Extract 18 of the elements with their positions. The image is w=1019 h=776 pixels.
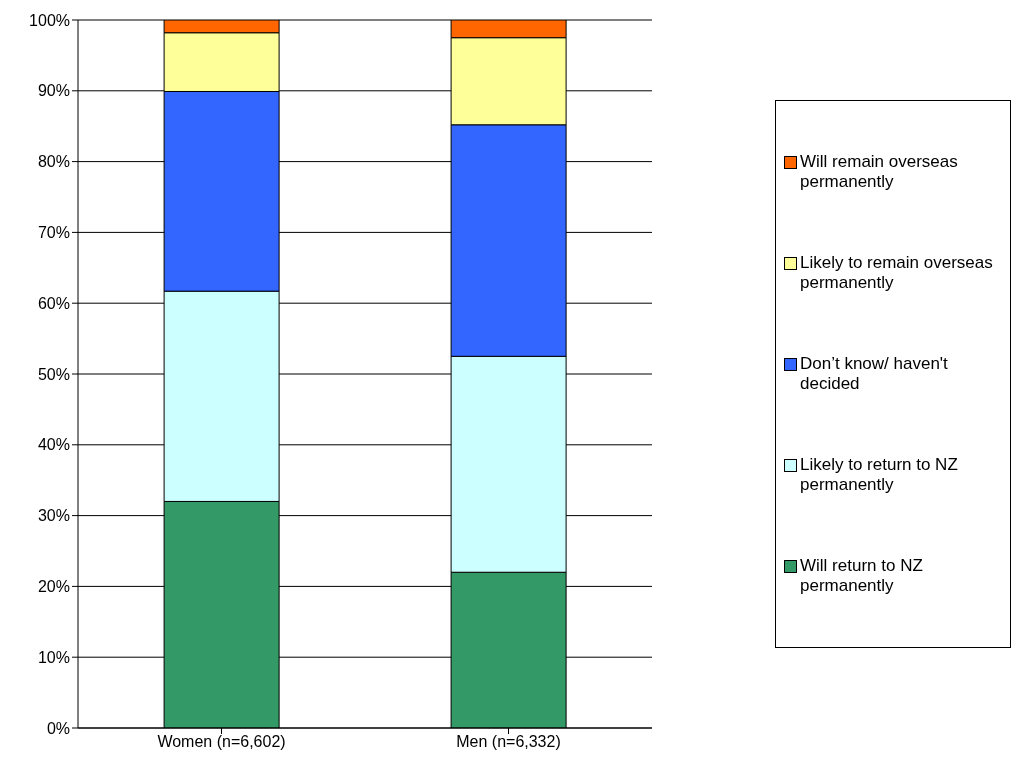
y-tick-label: 10% [37,648,70,666]
x-tick-label: Men (n=6,332) [456,733,561,751]
y-tick-label: 0% [46,719,70,737]
legend-label: Will remain overseas permanently [800,151,959,192]
y-tick-label: 30% [37,507,70,525]
y-tick-label: 100% [29,11,70,29]
legend-label: Likely to remain overseas permanently [800,252,994,293]
legend-label: Will return to NZ permanently [800,556,924,597]
y-tick-label: 90% [37,82,70,100]
legend-label: Don’t know/ haven't decided [800,353,949,394]
y-tick-label: 40% [37,436,70,454]
y-tick-label: 20% [37,578,70,596]
x-tick-label: Women (n=6,602) [157,733,286,751]
legend-label: Likely to return to NZ permanently [800,455,959,496]
y-tick-label: 60% [37,294,70,312]
y-tick-label: 50% [37,365,70,383]
y-tick-label: 70% [37,224,70,242]
y-tick-label: 80% [37,153,70,171]
